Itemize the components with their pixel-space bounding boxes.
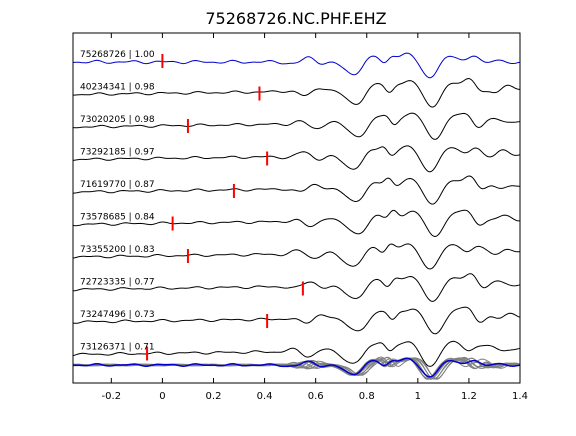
trace-label: 73578685 | 0.84 bbox=[80, 213, 155, 223]
trace-label: 71619770 | 0.87 bbox=[80, 180, 155, 190]
x-tick-label: 1 bbox=[415, 391, 421, 402]
trace-label: 72723335 | 0.77 bbox=[80, 278, 155, 288]
chart-title: 75268726.NC.PHF.EHZ bbox=[205, 9, 386, 28]
trace-label: 73126371 | 0.71 bbox=[80, 343, 155, 353]
trace-line bbox=[73, 77, 521, 108]
trace-label: 73292185 | 0.97 bbox=[80, 148, 155, 158]
x-tick-label: 1.2 bbox=[461, 391, 477, 402]
traces-layer bbox=[72, 52, 521, 367]
trace-line bbox=[72, 52, 521, 79]
trace-label: 73020205 | 0.98 bbox=[80, 115, 155, 125]
trace-label: 73355200 | 0.83 bbox=[80, 245, 155, 255]
x-tick-label: 0.6 bbox=[308, 391, 324, 402]
x-tick-label: 0 bbox=[159, 391, 165, 402]
trace-line bbox=[72, 112, 521, 140]
stack-overlay-layer bbox=[72, 356, 521, 380]
x-axis: -0.2 0 0.2 0.4 0.6 0.8 1 1.2 1.4 bbox=[102, 33, 528, 402]
trace-line bbox=[73, 175, 520, 205]
x-tick-label: 0.2 bbox=[206, 391, 222, 402]
stack-reference-line bbox=[72, 357, 521, 378]
trace-labels-layer: 75268726 | 1.00 40234341 | 0.98 73020205 |… bbox=[80, 50, 155, 353]
x-tick-label: 0.8 bbox=[359, 391, 375, 402]
x-tick-label: 0.4 bbox=[257, 391, 273, 402]
trace-line bbox=[73, 273, 521, 302]
trace-label: 73247496 | 0.73 bbox=[80, 310, 155, 320]
x-tick-label: -0.2 bbox=[102, 391, 122, 402]
plot-frame bbox=[72, 32, 521, 384]
trace-label: 40234341 | 0.98 bbox=[80, 83, 155, 93]
trace-line bbox=[72, 145, 521, 173]
trace-label: 75268726 | 1.00 bbox=[80, 50, 155, 60]
trace-line bbox=[72, 243, 521, 270]
trace-line bbox=[72, 209, 520, 238]
picks-layer bbox=[146, 54, 304, 361]
trace-line bbox=[72, 306, 521, 335]
x-tick-label: 1.4 bbox=[512, 391, 528, 402]
